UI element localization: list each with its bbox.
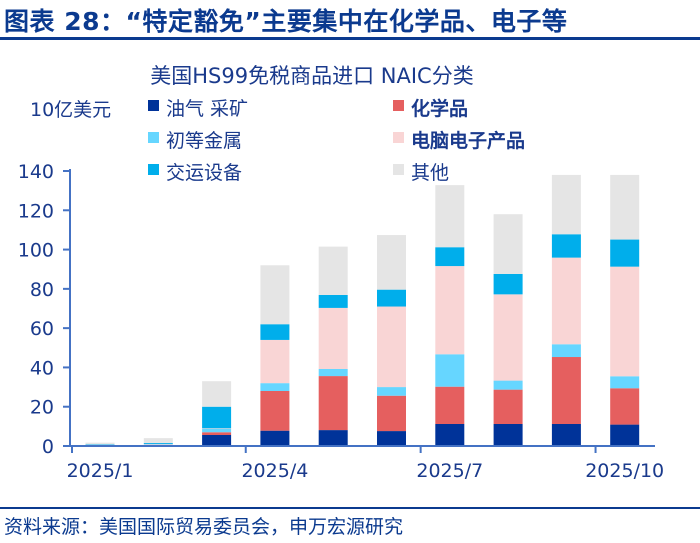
legend-item: 化学品 bbox=[393, 97, 468, 120]
bar-segment-2025-4-s5 bbox=[260, 265, 290, 325]
bar-segment-2025-10-s4 bbox=[610, 239, 640, 267]
bar-segment-2025-10-s0 bbox=[610, 424, 640, 446]
bar-segment-2025-7-s5 bbox=[435, 185, 465, 248]
figure-title: 图表 28：“特定豁免”主要集中在化学品、电子等 bbox=[4, 7, 568, 36]
chart-title: 美国HS99免税商品进口 NAIC分类 bbox=[150, 64, 473, 88]
x-tick-label: 2025/7 bbox=[416, 460, 483, 482]
y-tick-label: 20 bbox=[30, 397, 54, 419]
bar-segment-2025-5-s3 bbox=[318, 307, 348, 369]
bar-segment-2025-4-s4 bbox=[260, 324, 290, 340]
x-tick-label: 2025/1 bbox=[67, 460, 134, 482]
bar-segment-2025-3-s3 bbox=[202, 428, 232, 429]
bar-segment-2025-3-s2 bbox=[202, 428, 232, 433]
y-tick-label: 140 bbox=[18, 161, 54, 183]
bar-segment-2025-2-s5 bbox=[143, 438, 173, 444]
bar-segment-2025-7-s0 bbox=[435, 424, 465, 446]
footer-divider bbox=[0, 507, 700, 509]
bar-segment-2025-3-s1 bbox=[202, 432, 232, 435]
bar-segment-2025-1-s4 bbox=[85, 444, 115, 445]
bar-segment-2025-3-s0 bbox=[202, 435, 232, 446]
bar-segment-2025-4-s2 bbox=[260, 383, 290, 391]
bar-segment-2025-7-s2 bbox=[435, 354, 465, 387]
bar-segment-2025-4-s0 bbox=[260, 430, 290, 446]
bar-segment-2025-10-s3 bbox=[610, 266, 640, 377]
legend-item: 交运设备 bbox=[148, 162, 242, 184]
x-tick-label: 2025/10 bbox=[585, 460, 664, 482]
bar-segment-2025-9-s0 bbox=[551, 424, 581, 446]
bar-segment-2025-10-s2 bbox=[610, 376, 640, 389]
bar-segment-2025-8-s5 bbox=[493, 214, 523, 274]
bar-segment-2025-8-s0 bbox=[493, 424, 523, 446]
y-tick-label: 100 bbox=[18, 240, 54, 262]
source-note: 资料来源：美国国际贸易委员会，申万宏源研究 bbox=[4, 516, 404, 538]
bar-segment-2025-5-s2 bbox=[318, 369, 348, 377]
bar-segment-2025-4-s1 bbox=[260, 391, 290, 431]
bar-segment-2025-6-s0 bbox=[377, 431, 406, 446]
bars bbox=[85, 174, 640, 446]
y-tick-label: 120 bbox=[18, 200, 54, 222]
legend-item: 其他 bbox=[393, 162, 449, 184]
bar-segment-2025-6-s5 bbox=[377, 235, 406, 290]
legend-swatch bbox=[148, 100, 159, 111]
bar-segment-2025-9-s1 bbox=[551, 357, 581, 424]
y-axis-label: 10亿美元 bbox=[30, 99, 111, 121]
bar-segment-2025-9-s3 bbox=[551, 257, 581, 345]
axes: 0 20 40 60 80 100 120 140 2025/1 2025/4 2025/7 2025… bbox=[18, 161, 664, 482]
legend-item: 电脑电子产品 bbox=[393, 129, 525, 152]
bar-segment-2025-5-s0 bbox=[318, 430, 348, 446]
bar-segment-2025-7-s1 bbox=[435, 386, 465, 424]
legend-label: 油气 采矿 bbox=[166, 98, 248, 120]
legend-swatch bbox=[148, 164, 159, 175]
y-tick-label: 60 bbox=[30, 318, 54, 340]
bar-segment-2025-1-s5 bbox=[85, 442, 115, 445]
bar-segment-2025-6-s4 bbox=[377, 289, 406, 307]
bar-segment-2025-4-s3 bbox=[260, 339, 290, 384]
legend-swatch bbox=[393, 164, 404, 175]
y-tick-label: 0 bbox=[42, 436, 54, 458]
legend-swatch bbox=[393, 100, 404, 111]
bar-segment-2025-3-s5 bbox=[202, 381, 232, 407]
bar-segment-2025-5-s1 bbox=[318, 376, 348, 431]
bar-segment-2025-9-s2 bbox=[551, 344, 581, 358]
title-divider bbox=[0, 37, 700, 40]
bar-segment-2025-7-s4 bbox=[435, 247, 465, 267]
y-tick-label: 40 bbox=[30, 357, 54, 379]
bar-segment-2025-8-s3 bbox=[493, 294, 523, 381]
legend-label: 交运设备 bbox=[166, 162, 242, 184]
bar-segment-2025-8-s1 bbox=[493, 389, 523, 424]
bar-segment-2025-10-s5 bbox=[610, 174, 640, 240]
bar-segment-2025-3-s4 bbox=[202, 406, 232, 429]
legend-swatch bbox=[393, 132, 404, 143]
bar-segment-2025-7-s3 bbox=[435, 266, 465, 355]
bar-segment-2025-9-s5 bbox=[551, 174, 581, 235]
y-tick-label: 80 bbox=[30, 279, 54, 301]
legend-swatch bbox=[148, 132, 159, 143]
bar-segment-2025-2-s3 bbox=[143, 444, 173, 445]
bar-segment-2025-6-s1 bbox=[377, 395, 406, 432]
legend-label: 初等金属 bbox=[166, 130, 242, 152]
legend-label: 电脑电子产品 bbox=[411, 129, 525, 152]
x-tick-label: 2025/4 bbox=[241, 460, 308, 482]
legend-item: 初等金属 bbox=[148, 130, 242, 152]
bar-segment-2025-6-s3 bbox=[377, 306, 406, 388]
bar-segment-2025-8-s2 bbox=[493, 380, 523, 390]
bar-segment-2025-9-s4 bbox=[551, 234, 581, 258]
legend-label: 其他 bbox=[411, 162, 449, 184]
bar-segment-2025-5-s4 bbox=[318, 294, 348, 308]
bar-segment-2025-8-s4 bbox=[493, 273, 523, 295]
bar-segment-2025-2-s4 bbox=[143, 443, 173, 445]
bar-segment-2025-5-s5 bbox=[318, 246, 348, 295]
bar-segment-2025-10-s1 bbox=[610, 388, 640, 425]
legend-label: 化学品 bbox=[411, 97, 468, 120]
legend-item: 油气 采矿 bbox=[148, 98, 248, 120]
bar-segment-2025-6-s2 bbox=[377, 387, 406, 396]
